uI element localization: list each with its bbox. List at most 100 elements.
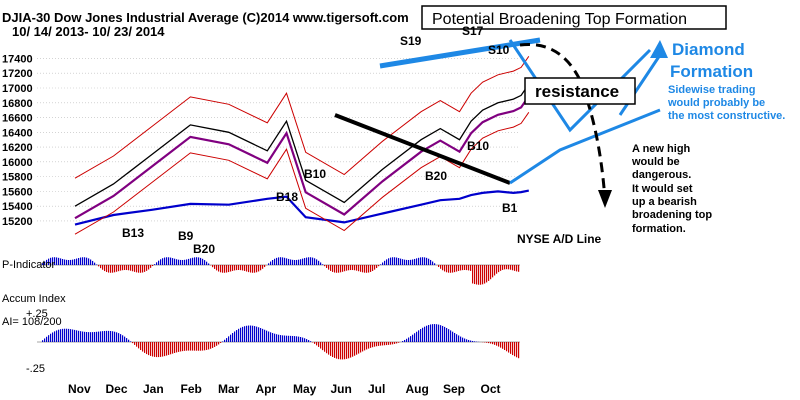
signal-s10: S10 xyxy=(488,43,510,57)
accum-bar xyxy=(174,342,176,354)
p-indicator-bar xyxy=(246,265,248,272)
p-indicator-bar xyxy=(364,265,366,273)
signal-b18: B18 xyxy=(276,190,298,204)
month-label: Sep xyxy=(443,382,465,396)
price-panel: 17400 17200 17000 16800 16600 16400 16200 16000… xyxy=(2,40,530,235)
y-tick-label: 15200 xyxy=(2,216,33,228)
accum-bar xyxy=(402,341,404,342)
p-indicator-bar xyxy=(394,257,396,265)
p-indicator-bar xyxy=(120,265,122,271)
p-indicator-bar xyxy=(134,265,136,272)
accum-bar xyxy=(278,334,280,342)
signal-b20-aug: B20 xyxy=(425,169,447,183)
p-indicator-bar xyxy=(156,262,158,265)
price-y-axis: 17400 17200 17000 16800 16600 16400 16200 16000… xyxy=(2,53,33,227)
accum-index-bars xyxy=(42,324,520,360)
accum-bar xyxy=(422,327,424,342)
month-label: Dec xyxy=(106,382,128,396)
accum-bar xyxy=(438,324,440,342)
accum-bar xyxy=(110,330,112,342)
accum-bar xyxy=(172,342,174,354)
accum-bar xyxy=(200,342,202,351)
warning-note-6: broadening top xyxy=(632,209,712,221)
accum-index-panel: Accum Index AI= 108/200 +.25 -.25 xyxy=(2,293,520,375)
p-indicator-bar xyxy=(462,265,464,271)
accum-bar xyxy=(70,329,72,342)
signal-b10-oct: B10 xyxy=(467,139,489,153)
p-indicator-bar xyxy=(198,257,200,265)
accum-bar xyxy=(334,342,336,358)
accum-bar xyxy=(376,342,378,347)
p-indicator-bar xyxy=(260,265,262,271)
p-indicator-bar xyxy=(226,265,228,273)
p-indicator-bar xyxy=(372,265,374,271)
p-indicator-bar xyxy=(132,265,134,272)
accum-bar xyxy=(502,342,504,349)
accum-bar xyxy=(214,342,216,347)
warning-note-4: It would set xyxy=(632,183,693,195)
accum-bar xyxy=(374,342,376,347)
accum-bar xyxy=(384,342,386,346)
p-indicator-bar xyxy=(272,259,274,265)
accum-tick-top: +.25 xyxy=(26,308,48,320)
month-label: Jan xyxy=(143,382,164,396)
accum-bar xyxy=(372,342,374,348)
p-indicator-bar xyxy=(454,265,456,273)
accum-bar xyxy=(54,331,56,342)
p-indicator-bar xyxy=(438,265,440,268)
p-indicator-bar xyxy=(286,258,288,265)
accum-bar xyxy=(322,342,324,351)
accum-bar xyxy=(260,328,262,342)
y-tick-label: 17000 xyxy=(2,83,33,95)
p-indicator-bar xyxy=(392,257,394,265)
accum-bar xyxy=(140,342,142,351)
accum-bar xyxy=(46,336,48,342)
accum-bar xyxy=(454,332,456,342)
p-indicator-bars xyxy=(42,257,520,285)
accum-bar xyxy=(170,342,172,355)
p-indicator-bar xyxy=(308,257,310,265)
p-indicator-bar xyxy=(138,265,140,273)
accum-bar xyxy=(142,342,144,352)
diamond-up-arrow xyxy=(618,54,662,116)
signal-s17: S17 xyxy=(462,24,484,38)
p-indicator-bar xyxy=(104,265,106,272)
p-indicator-bar xyxy=(50,257,52,265)
p-indicator-bar xyxy=(112,265,114,273)
accum-bar xyxy=(190,342,192,351)
p-indicator-bar xyxy=(102,265,104,270)
accum-bar xyxy=(242,326,244,342)
annotation-title: Potential Broadening Top Formation xyxy=(432,11,687,28)
p-indicator-bar xyxy=(258,265,260,272)
accum-bar xyxy=(472,340,474,342)
accum-bar xyxy=(510,342,512,354)
p-indicator-bar xyxy=(294,259,296,265)
accum-bar xyxy=(456,334,458,342)
p-indicator-bar xyxy=(84,257,86,265)
accum-bar xyxy=(390,342,392,345)
resistance-label: resistance xyxy=(535,82,619,101)
p-indicator-bar xyxy=(352,265,354,271)
accum-bar xyxy=(168,342,170,355)
p-indicator-bar xyxy=(420,257,422,265)
accum-bar xyxy=(424,326,426,342)
accum-bar xyxy=(414,333,416,342)
month-label: Jul xyxy=(368,382,385,396)
accum-bar xyxy=(386,342,388,346)
accum-bar xyxy=(246,325,248,342)
p-indicator-bar xyxy=(88,258,90,265)
accum-bar xyxy=(216,342,218,346)
accum-bar xyxy=(204,342,206,351)
accum-bar xyxy=(272,333,274,342)
accum-bar xyxy=(78,330,80,342)
accum-bar xyxy=(380,342,382,346)
accum-bar xyxy=(348,342,350,359)
accum-bar xyxy=(324,342,326,352)
p-indicator-panel: P-Indicator xyxy=(2,257,520,285)
p-indicator-bar xyxy=(150,265,152,268)
month-label: Feb xyxy=(181,382,202,396)
accum-bar xyxy=(76,330,78,342)
p-indicator-bar xyxy=(410,259,412,265)
p-indicator-bar xyxy=(502,265,504,270)
p-indicator-bar xyxy=(350,265,352,271)
